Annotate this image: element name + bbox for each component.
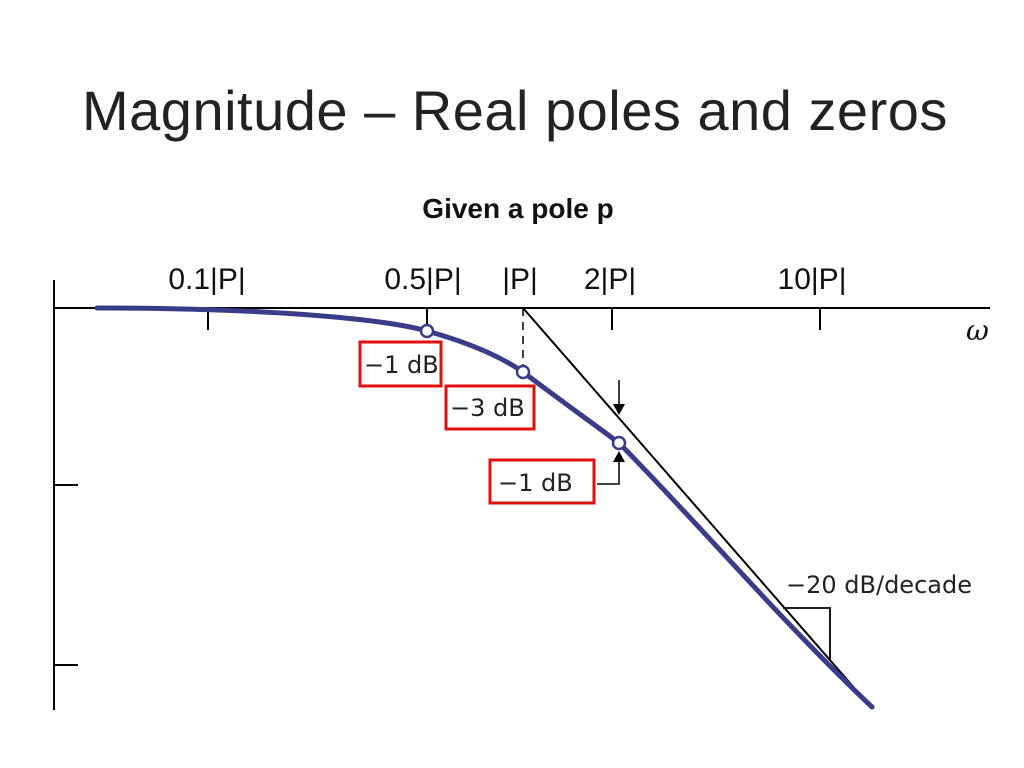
gap-arrowhead-bottom [613, 451, 625, 462]
gap-arrow-bottom [597, 459, 620, 485]
point-minus3db [515, 364, 531, 380]
tick-label-p: |P| [502, 263, 538, 296]
slide-title: Magnitude – Real poles and zeros [82, 79, 948, 142]
tick-label-0-5p: 0.5|P| [384, 263, 462, 296]
annotation-slope: −20 dB/decade [786, 571, 972, 599]
annotation-minus1db-right: −1 dB [498, 469, 573, 497]
point-minus1db-left [419, 323, 435, 339]
annotation-minus3db: −3 dB [450, 394, 525, 422]
tick-label-2p: 2|P| [583, 263, 637, 296]
omega-axis-label: ω [966, 314, 989, 347]
tick-label-0-1p: 0.1|P| [168, 263, 246, 296]
diagram-subtitle: Given a pole p [422, 193, 614, 224]
annotation-box-minus1db-left [358, 340, 443, 388]
annotation-box-minus1db-right [488, 458, 596, 505]
slope-triangle [783, 607, 831, 660]
annotation-box-minus3db [444, 384, 536, 431]
gap-arrowhead-top [613, 404, 625, 415]
tick-label-10p: 10|P| [777, 263, 847, 296]
annotation-minus1db-left: −1 dB [364, 351, 439, 379]
response-curve [94, 305, 875, 710]
asymptote-line [522, 307, 871, 707]
point-minus1db-right [611, 435, 627, 451]
